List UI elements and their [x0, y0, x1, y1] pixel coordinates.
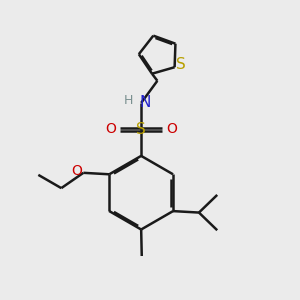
Text: O: O: [105, 122, 116, 136]
Text: H: H: [124, 94, 134, 107]
Text: O: O: [167, 122, 177, 136]
Text: S: S: [176, 57, 186, 72]
Text: O: O: [71, 164, 82, 178]
Text: S: S: [136, 122, 146, 137]
Text: N: N: [140, 95, 151, 110]
